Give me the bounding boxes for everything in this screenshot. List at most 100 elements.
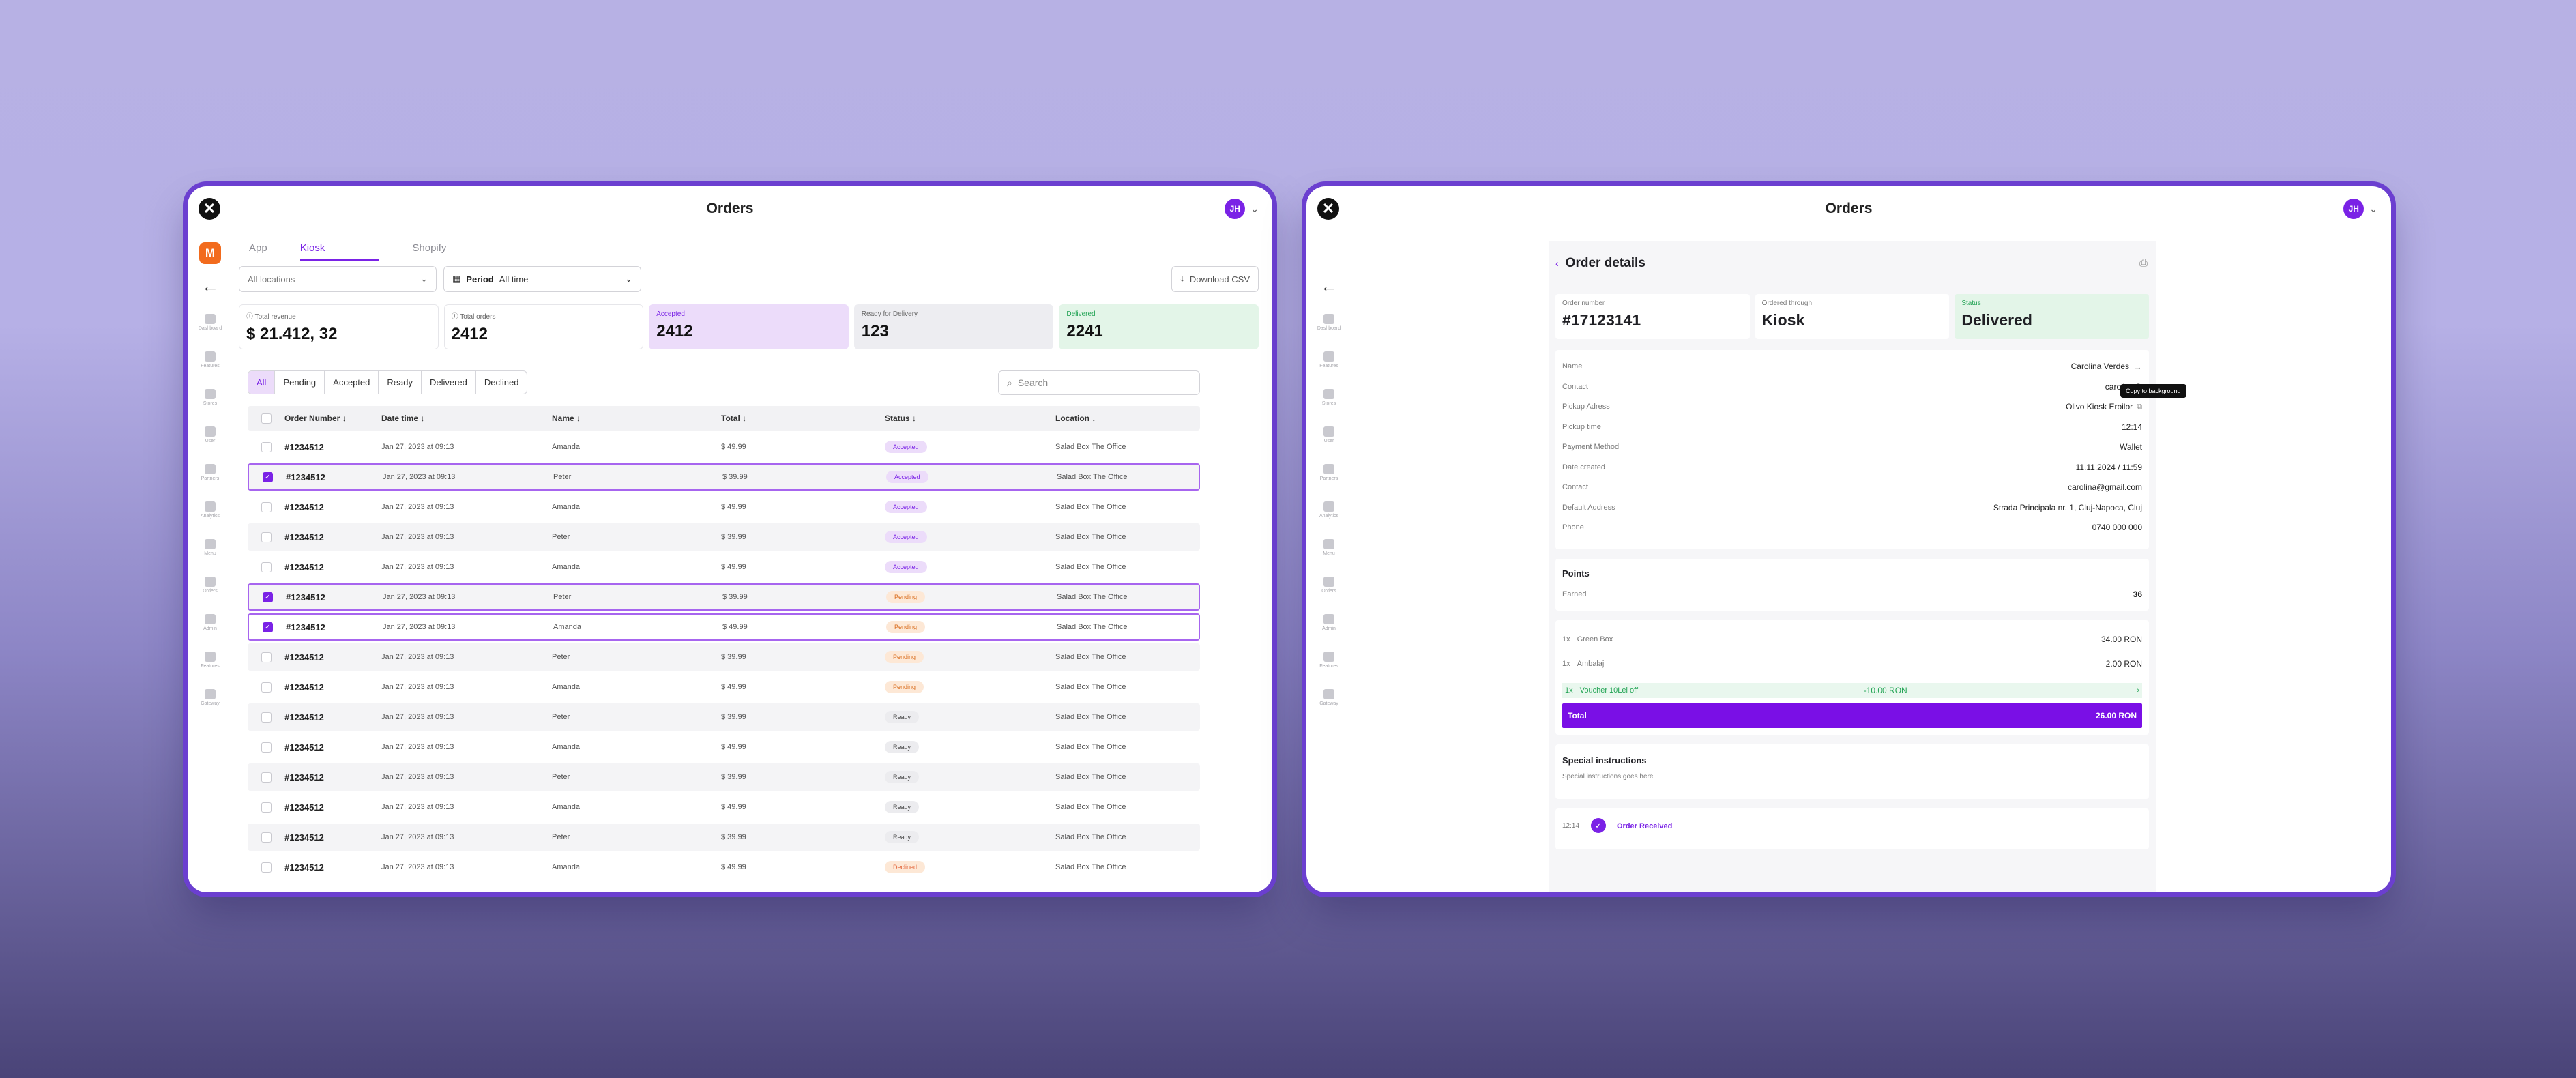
table-row[interactable]: #1234512 Jan 27, 2023 at 09:13 Peter $ 39.9… [248, 763, 1200, 791]
sidebar-item[interactable]: Orders [1308, 566, 1349, 604]
filter-accepted[interactable]: Accepted [325, 371, 379, 394]
table-row[interactable]: ✓ #1234512 Jan 27, 2023 at 09:13 Amanda $ 49… [248, 613, 1200, 641]
stat-accepted[interactable]: Accepted 2412 [649, 304, 849, 349]
select-all-checkbox[interactable] [261, 413, 272, 424]
row-checkbox[interactable]: ✓ [263, 471, 273, 482]
filter-pending[interactable]: Pending [275, 371, 325, 394]
sidebar-item[interactable]: Menu [1308, 529, 1349, 566]
filter-ready[interactable]: Ready [379, 371, 422, 394]
row-checkbox[interactable] [261, 832, 272, 843]
filter-all[interactable]: All [248, 371, 276, 394]
chevron-down-icon[interactable]: ⌄ [2369, 203, 2377, 214]
sidebar-item[interactable]: Analytics [1308, 491, 1349, 529]
order-location-text: Salad Box The Office [1055, 443, 1126, 451]
table-row[interactable]: #1234512 Jan 27, 2023 at 09:13 Peter $ 39.9… [248, 703, 1200, 731]
row-checkbox[interactable]: ✓ [263, 592, 273, 602]
search-input[interactable]: ⌕ Search [998, 370, 1200, 395]
stat-ready[interactable]: Ready for Delivery 123 [853, 304, 1054, 349]
calendar-icon: ▦ [452, 274, 461, 284]
chevron-left-icon[interactable]: ‹ [1555, 258, 1559, 269]
sidebar-item[interactable]: Gateway [190, 679, 231, 716]
row-checkbox[interactable] [261, 531, 272, 542]
order-total-text: $ 39.99 [721, 713, 746, 721]
tab-app[interactable]: App [249, 242, 267, 254]
table-row[interactable]: ✓ #1234512 Jan 27, 2023 at 09:13 Peter $ 39.… [248, 583, 1200, 611]
tab-kiosk[interactable]: Kiosk [299, 237, 380, 261]
chevron-down-icon[interactable]: ⌄ [1250, 203, 1259, 214]
row-checkbox[interactable] [261, 772, 272, 783]
table-row[interactable]: #1234512 Jan 27, 2023 at 09:13 Amanda $ 49.… [248, 433, 1200, 461]
table-row[interactable]: #1234512 Jan 27, 2023 at 09:13 Amanda $ 49.… [248, 854, 1200, 881]
brand-icon[interactable]: M [199, 242, 221, 264]
table-row[interactable]: #1234512 Jan 27, 2023 at 09:13 Amanda $ 49.… [248, 733, 1200, 761]
table-row[interactable]: ✓ #1234512 Jan 27, 2023 at 09:13 Peter $ 39.… [248, 463, 1200, 491]
col-order-number[interactable]: Order Number ↓ [284, 413, 347, 423]
table-row[interactable]: #1234512 Jan 27, 2023 at 09:13 Amanda $ 49.… [248, 673, 1200, 701]
col-date-time[interactable]: Date time ↓ [381, 413, 425, 423]
table-row[interactable]: #1234512 Jan 27, 2023 at 09:13 Peter $ 39.9… [248, 643, 1200, 671]
period-select[interactable]: ▦ Period All time ⌄ [443, 266, 641, 292]
sidebar-item[interactable]: Gateway [1308, 679, 1349, 716]
back-arrow-icon[interactable]: ← [1320, 276, 1338, 296]
chevron-right-icon[interactable]: › [2137, 686, 2139, 695]
row-checkbox[interactable] [261, 742, 272, 753]
stat-delivered[interactable]: Delivered 2241 [1059, 304, 1259, 349]
sidebar-item[interactable]: Features [190, 341, 231, 379]
avatar[interactable]: JH [2343, 199, 2365, 219]
stat-value: 2412 [451, 325, 488, 343]
sidebar-item[interactable]: Stores [1308, 379, 1349, 416]
table-row[interactable]: #1234512 Jan 27, 2023 at 09:13 Amanda $ 49.… [248, 493, 1200, 521]
sidebar-item[interactable]: Partners [190, 454, 231, 491]
user-menu[interactable]: JH ⌄ [1225, 199, 1259, 219]
sidebar-item[interactable]: User [1308, 416, 1349, 454]
row-checkbox[interactable]: ✓ [263, 622, 273, 632]
copy-icon[interactable]: ⧉ [2137, 402, 2142, 411]
item-qty: 1x [1565, 686, 1573, 695]
print-icon[interactable]: ⎙ [2139, 257, 2148, 269]
row-checkbox[interactable] [261, 652, 272, 662]
sidebar-item[interactable]: User [190, 416, 231, 454]
row-checkbox[interactable] [261, 441, 272, 452]
back-arrow-icon[interactable]: ← [201, 276, 219, 296]
download-csv-button[interactable]: ⤓ Download CSV [1171, 266, 1259, 292]
sidebar-item[interactable]: Admin [1308, 604, 1349, 641]
sidebar-item[interactable]: Features [1308, 341, 1349, 379]
sidebar-item[interactable]: Dashboard [190, 304, 231, 341]
table-row[interactable]: #1234512 Jan 27, 2023 at 09:13 Amanda $ 49.… [248, 793, 1200, 821]
sidebar-item[interactable]: Dashboard [1308, 304, 1349, 341]
sidebar-item[interactable]: Partners [1308, 454, 1349, 491]
table-row[interactable]: #1234512 Jan 27, 2023 at 09:13 Amanda $ 49.… [248, 553, 1200, 581]
col-name[interactable]: Name ↓ [552, 413, 581, 423]
sidebar-item[interactable]: Analytics [190, 491, 231, 529]
row-checkbox[interactable] [261, 501, 272, 512]
row-checkbox[interactable] [261, 802, 272, 813]
filter-delivered[interactable]: Delivered [422, 371, 476, 394]
customer-name: Amanda [552, 854, 580, 881]
sidebar-item[interactable]: Admin [190, 604, 231, 641]
detail-label: Contact [1562, 483, 1588, 491]
col-total[interactable]: Total ↓ [721, 413, 747, 423]
status-badge: Ready [885, 771, 920, 783]
location-select[interactable]: All locations ⌄ [239, 266, 437, 292]
arrow-right-icon[interactable]: → [2133, 361, 2142, 372]
table-row[interactable]: #1234512 Jan 27, 2023 at 09:13 Peter $ 39.9… [248, 824, 1200, 851]
table-row[interactable]: #1234512 Jan 27, 2023 at 09:13 Peter $ 39.9… [248, 523, 1200, 551]
row-checkbox[interactable] [261, 862, 272, 873]
sidebar-item[interactable]: Menu [190, 529, 231, 566]
row-checkbox[interactable] [261, 682, 272, 693]
sidebar-item[interactable]: Stores [190, 379, 231, 416]
user-menu[interactable]: JH ⌄ [2343, 199, 2377, 219]
tab-shopify[interactable]: Shopify [412, 242, 447, 254]
order-location-text: Salad Box The Office [1057, 473, 1128, 481]
row-checkbox[interactable] [261, 712, 272, 723]
sidebar-item[interactable]: Features [1308, 641, 1349, 679]
row-checkbox[interactable] [261, 562, 272, 572]
window-title: Orders [706, 201, 754, 216]
sidebar-item[interactable]: Orders [190, 566, 231, 604]
avatar[interactable]: JH [1225, 199, 1246, 219]
filter-declined[interactable]: Declined [484, 377, 519, 388]
col-location[interactable]: Location ↓ [1055, 413, 1096, 423]
sidebar-item[interactable]: Features [190, 641, 231, 679]
col-status[interactable]: Status ↓ [885, 413, 917, 423]
order-location-text: Salad Box The Office [1055, 743, 1126, 751]
